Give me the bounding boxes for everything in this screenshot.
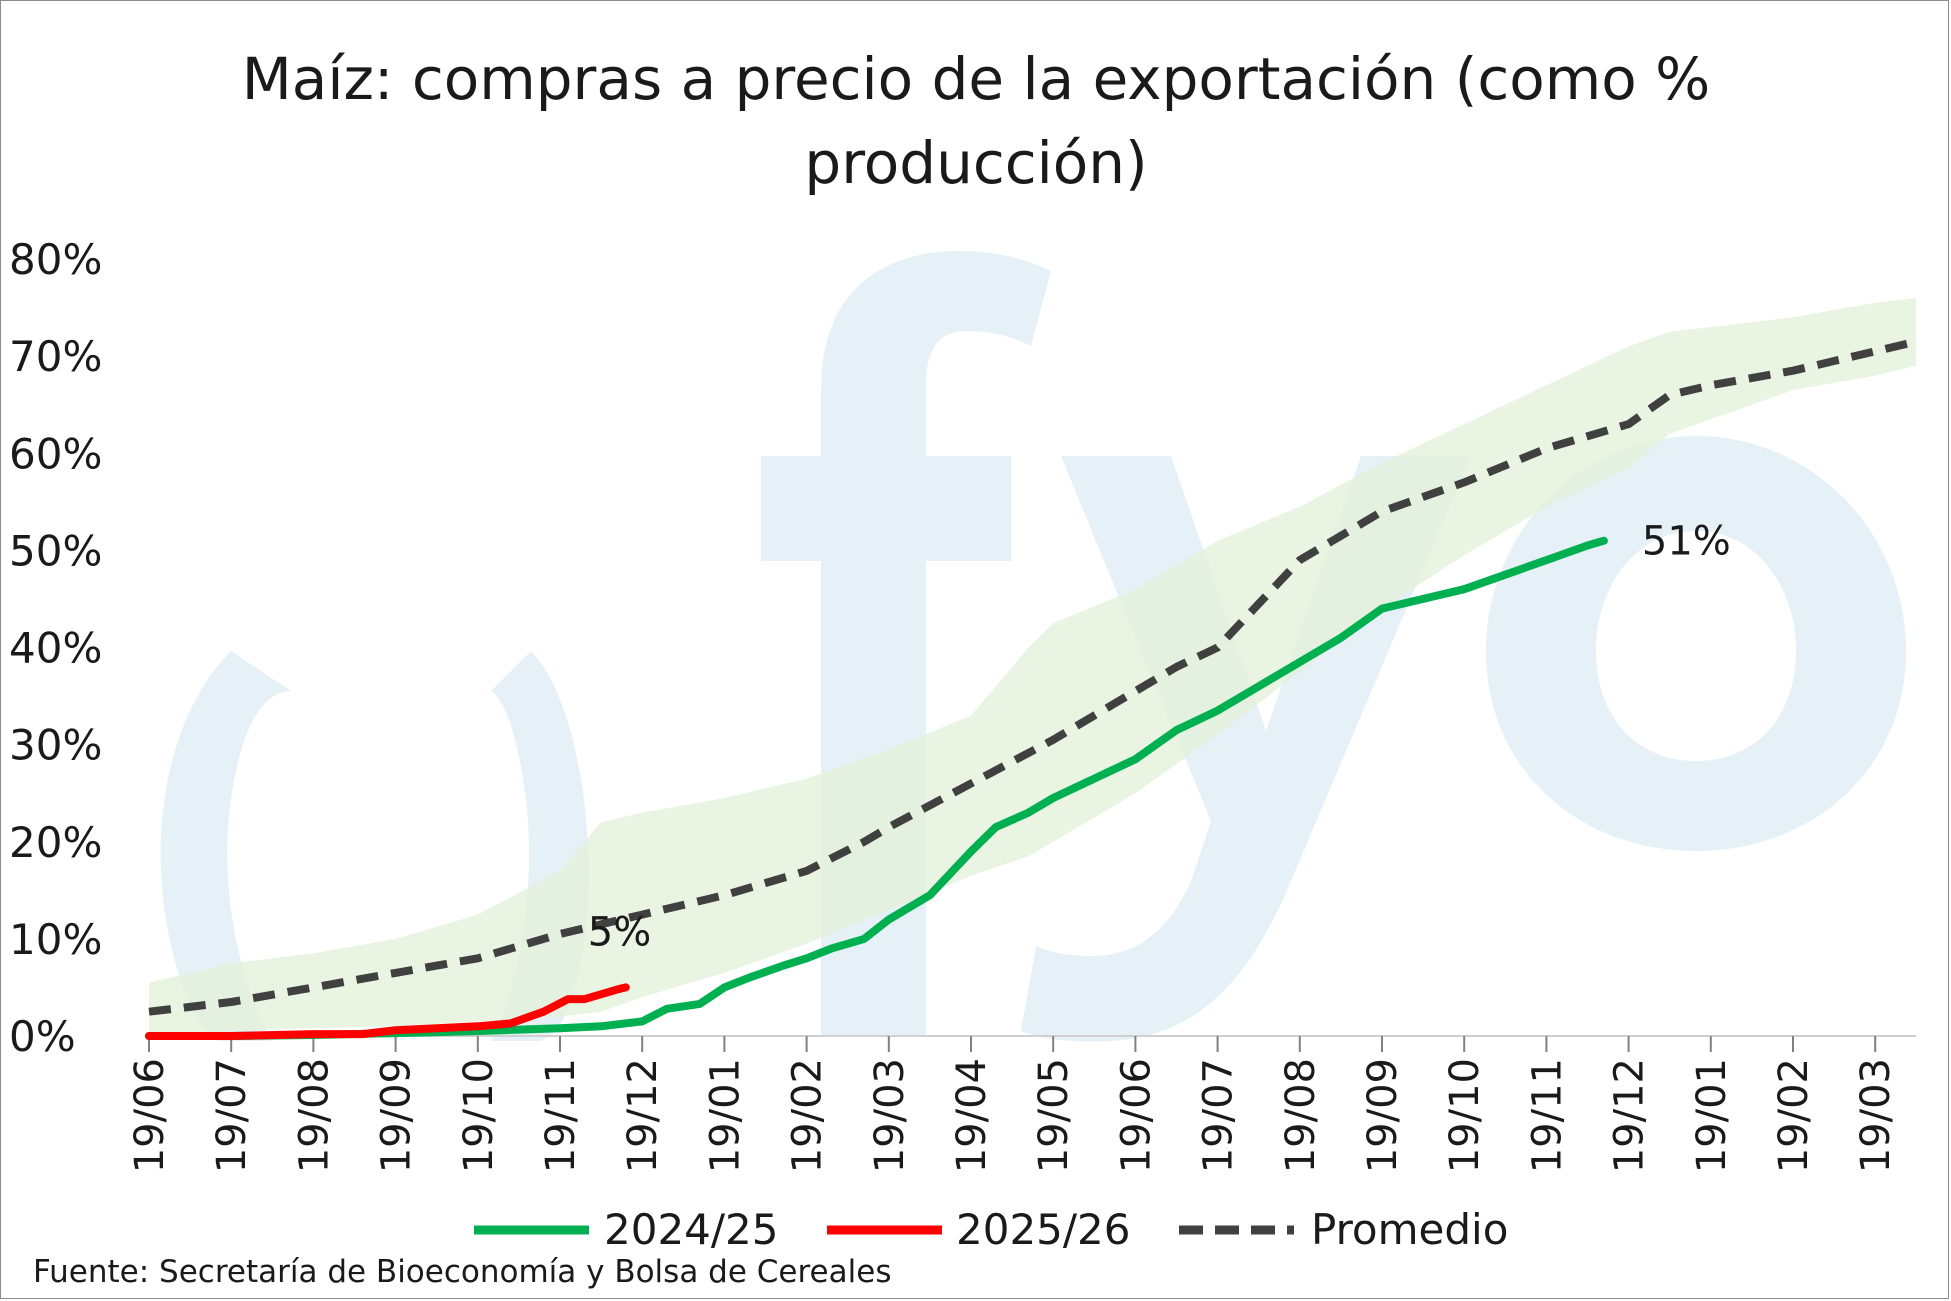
annotations: 51% 5% — [588, 519, 1731, 956]
y-tick-label: 40% — [9, 624, 102, 673]
x-tick-label: 19/06 — [127, 1058, 173, 1173]
series-line-2024-25 — [145, 536, 1608, 1040]
x-tick-label: 19/11 — [1524, 1058, 1570, 1173]
x-tick-label: 19/11 — [538, 1058, 584, 1173]
x-tick-label: 19/10 — [1442, 1058, 1488, 1173]
x-tick-label: 19/07 — [1196, 1058, 1242, 1173]
y-tick-label: 70% — [9, 332, 102, 381]
chart-title-line-2: producción) — [804, 129, 1147, 197]
x-tick-label: 19/08 — [1278, 1058, 1324, 1173]
x-tick-label: 19/10 — [456, 1058, 502, 1173]
series-line-promedio — [148, 337, 1918, 1016]
x-tick-label: 19/03 — [867, 1058, 913, 1173]
x-tick-label: 19/08 — [291, 1058, 337, 1173]
x-tick-label: 19/09 — [1360, 1058, 1406, 1173]
series-line-2025-26 — [145, 983, 630, 1040]
y-tick-label: 0% — [9, 1012, 76, 1061]
x-tick-label: 19/07 — [209, 1058, 255, 1173]
legend-label-promedio: Promedio — [1311, 1205, 1508, 1254]
legend-label-2025-26: 2025/26 — [956, 1205, 1130, 1254]
legend-label-2024-25: 2024/25 — [604, 1205, 778, 1254]
x-tick-label: 19/12 — [620, 1058, 666, 1173]
x-tick-label: 19/12 — [1607, 1058, 1653, 1173]
y-tick-label: 60% — [9, 429, 102, 478]
x-tick-label: 19/06 — [1113, 1058, 1159, 1173]
y-tick-label: 80% — [9, 235, 102, 284]
x-tick-label: 19/05 — [1031, 1058, 1077, 1173]
y-tick-label: 10% — [9, 915, 102, 964]
x-tick-label: 19/01 — [1689, 1058, 1735, 1173]
source-note: Fuente: Secretaría de Bioeconomía y Bols… — [33, 1254, 891, 1290]
x-tick-label: 19/09 — [374, 1058, 420, 1173]
y-tick-label: 20% — [9, 818, 102, 867]
y-axis: 0% 10% 20% 30% 40% 50% 60% 70% 80% — [9, 235, 102, 1061]
end-label-2025-26: 5% — [588, 909, 651, 955]
x-tick-label: 19/03 — [1853, 1058, 1899, 1173]
end-label-2024-25: 51% — [1642, 519, 1731, 565]
y-tick-label: 30% — [9, 721, 102, 770]
x-tick-label: 19/04 — [949, 1058, 995, 1173]
x-tick-label: 19/02 — [785, 1058, 831, 1173]
legend: 2024/25 2025/26 Promedio — [474, 1205, 1508, 1254]
series-layer — [145, 337, 1918, 1040]
x-tick-label: 19/02 — [1771, 1058, 1817, 1173]
y-tick-label: 50% — [9, 526, 102, 575]
x-tick-label: 19/01 — [702, 1058, 748, 1173]
x-axis: 19/06 19/07 19/08 19/09 19/10 19/11 19/12 19/01… — [127, 1035, 1917, 1173]
chart-title-line-1: Maíz: compras a precio de la exportación… — [242, 45, 1711, 113]
